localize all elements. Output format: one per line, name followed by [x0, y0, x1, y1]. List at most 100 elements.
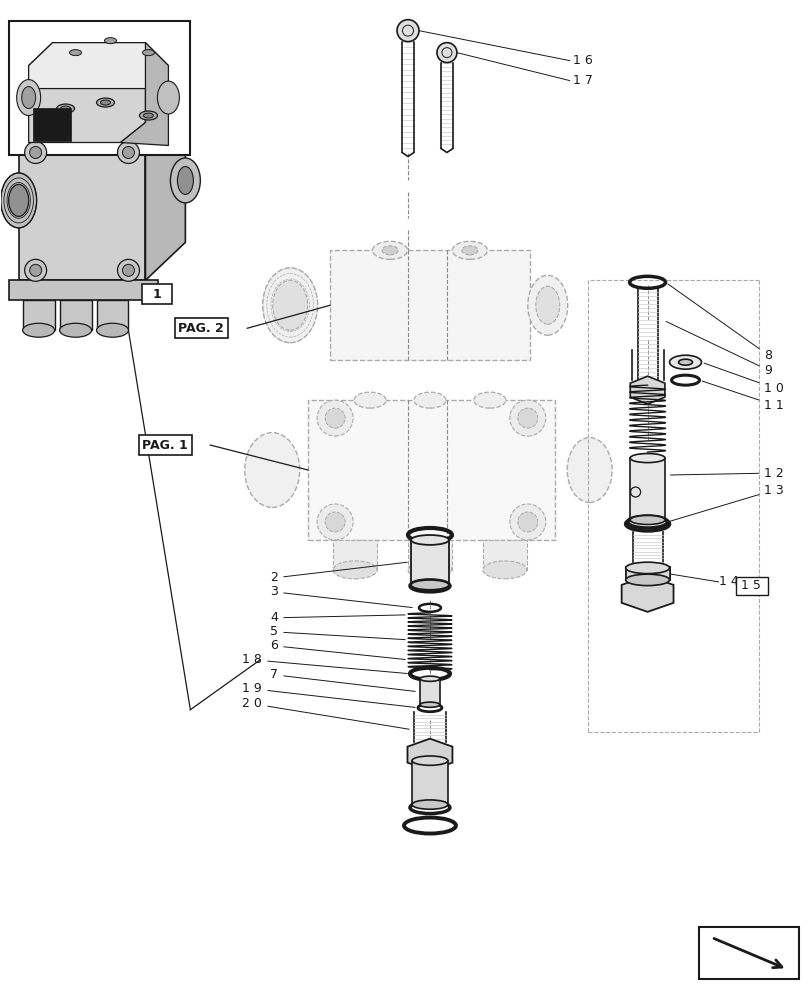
Text: 7: 7 [270, 668, 414, 691]
Polygon shape [698, 927, 798, 979]
Polygon shape [28, 43, 145, 142]
Polygon shape [59, 300, 92, 330]
Ellipse shape [624, 574, 669, 586]
Ellipse shape [474, 392, 505, 408]
Ellipse shape [669, 355, 701, 369]
Circle shape [118, 259, 139, 281]
Ellipse shape [57, 104, 75, 113]
Circle shape [24, 259, 46, 281]
Ellipse shape [411, 756, 448, 765]
Polygon shape [407, 540, 452, 570]
Text: 3: 3 [270, 585, 412, 608]
Ellipse shape [70, 50, 81, 56]
Circle shape [118, 141, 139, 163]
Polygon shape [308, 400, 554, 540]
Polygon shape [629, 376, 664, 404]
Circle shape [317, 400, 353, 436]
Ellipse shape [624, 562, 669, 574]
FancyBboxPatch shape [736, 577, 767, 595]
Polygon shape [624, 568, 669, 580]
Ellipse shape [452, 241, 487, 259]
Text: 1 4: 1 4 [719, 575, 738, 588]
Polygon shape [19, 101, 185, 140]
Ellipse shape [629, 454, 664, 463]
Text: 1 8: 1 8 [242, 653, 407, 674]
Ellipse shape [354, 392, 385, 408]
Ellipse shape [629, 515, 664, 525]
Polygon shape [97, 300, 128, 330]
Ellipse shape [333, 561, 376, 579]
Text: 5: 5 [270, 625, 405, 640]
Ellipse shape [244, 433, 299, 507]
Text: 1 6: 1 6 [572, 54, 592, 67]
Text: 1: 1 [152, 288, 161, 301]
Ellipse shape [419, 702, 440, 707]
Ellipse shape [177, 166, 193, 194]
Ellipse shape [142, 50, 154, 56]
Ellipse shape [527, 275, 567, 335]
Ellipse shape [23, 323, 54, 337]
Polygon shape [330, 250, 529, 360]
Text: 8: 8 [667, 284, 771, 362]
Circle shape [517, 408, 537, 428]
Text: 6: 6 [270, 639, 405, 659]
Polygon shape [407, 739, 452, 771]
Circle shape [122, 264, 135, 276]
Ellipse shape [1, 173, 36, 228]
Ellipse shape [272, 280, 307, 330]
Ellipse shape [101, 100, 110, 105]
Ellipse shape [678, 359, 692, 365]
Text: 1 1: 1 1 [702, 381, 783, 412]
Text: 2: 2 [270, 562, 407, 584]
Circle shape [324, 512, 345, 532]
Polygon shape [9, 280, 158, 300]
Polygon shape [32, 108, 71, 140]
Ellipse shape [144, 113, 153, 118]
Text: 1 3: 1 3 [669, 484, 783, 521]
Ellipse shape [483, 561, 526, 579]
Polygon shape [410, 540, 448, 585]
Circle shape [397, 20, 418, 42]
Ellipse shape [9, 184, 28, 216]
Ellipse shape [372, 241, 407, 259]
Circle shape [30, 146, 41, 158]
Ellipse shape [157, 81, 179, 114]
Ellipse shape [263, 268, 317, 343]
Ellipse shape [22, 87, 36, 109]
Polygon shape [629, 458, 664, 520]
Ellipse shape [97, 323, 128, 337]
Text: 9: 9 [665, 321, 771, 377]
Text: 1 7: 1 7 [572, 74, 592, 87]
Polygon shape [483, 540, 526, 570]
Ellipse shape [461, 246, 478, 255]
Circle shape [509, 504, 545, 540]
Ellipse shape [139, 111, 157, 120]
Polygon shape [145, 101, 185, 280]
Polygon shape [9, 21, 190, 155]
Ellipse shape [414, 392, 445, 408]
Ellipse shape [410, 535, 448, 545]
Text: PAG. 1: PAG. 1 [142, 439, 188, 452]
Ellipse shape [59, 323, 92, 337]
Circle shape [317, 504, 353, 540]
Polygon shape [621, 576, 672, 612]
Ellipse shape [567, 438, 611, 502]
Ellipse shape [410, 580, 448, 590]
Circle shape [122, 146, 135, 158]
Ellipse shape [381, 246, 397, 255]
Text: 1 5: 1 5 [740, 579, 761, 592]
Ellipse shape [407, 561, 452, 579]
Ellipse shape [17, 80, 41, 116]
Polygon shape [23, 300, 54, 330]
Polygon shape [419, 679, 440, 705]
Text: 4: 4 [270, 611, 405, 624]
Ellipse shape [97, 98, 114, 107]
Circle shape [324, 408, 345, 428]
Polygon shape [28, 43, 168, 89]
Text: 1 2: 1 2 [670, 467, 783, 480]
Ellipse shape [105, 38, 116, 44]
Ellipse shape [535, 286, 559, 324]
Polygon shape [333, 540, 376, 570]
Polygon shape [120, 43, 168, 145]
Ellipse shape [419, 676, 440, 681]
